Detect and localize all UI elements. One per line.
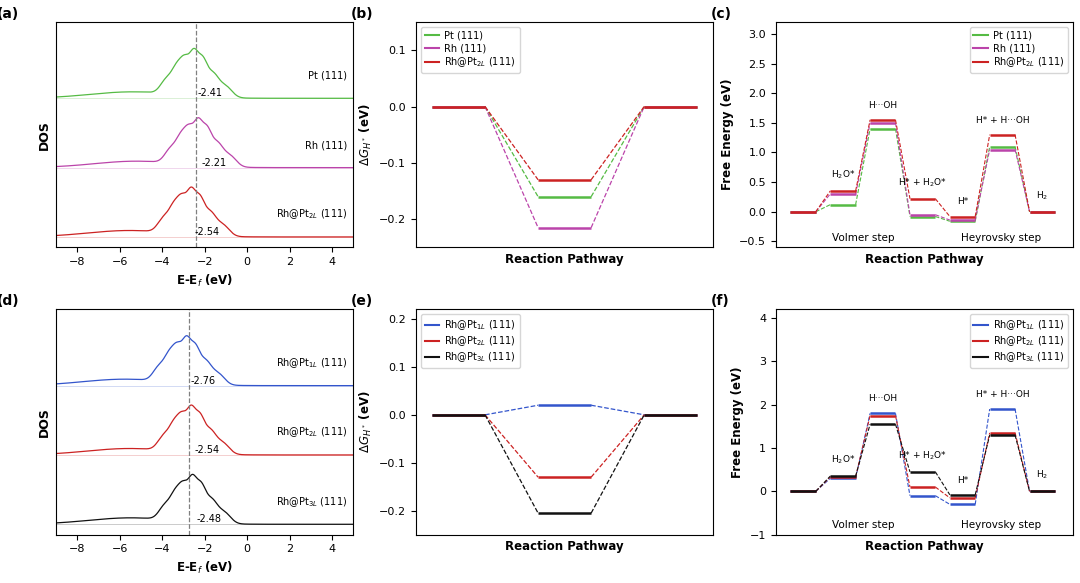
Y-axis label: Free Energy (eV): Free Energy (eV) — [720, 79, 733, 191]
Text: Rh@Pt$_{1L}$ (111): Rh@Pt$_{1L}$ (111) — [275, 356, 347, 370]
Text: (d): (d) — [0, 294, 19, 308]
Text: Volmer step: Volmer step — [832, 233, 894, 243]
X-axis label: Reaction Pathway: Reaction Pathway — [865, 253, 984, 266]
Text: Pt (111): Pt (111) — [308, 71, 347, 81]
Legend: Pt (111), Rh (111), Rh@Pt$_{2L}$ (111): Pt (111), Rh (111), Rh@Pt$_{2L}$ (111) — [421, 27, 519, 73]
Text: H* + H···OH: H* + H···OH — [975, 115, 1029, 125]
Y-axis label: DOS: DOS — [38, 120, 51, 150]
Text: -2.76: -2.76 — [190, 375, 215, 385]
Text: H*: H* — [957, 476, 968, 484]
Text: H*: H* — [957, 198, 968, 206]
Text: H$_2$: H$_2$ — [1036, 189, 1049, 202]
Text: H* + H$_2$O*: H* + H$_2$O* — [899, 176, 947, 188]
Text: (c): (c) — [711, 6, 731, 20]
Text: -2.54: -2.54 — [195, 445, 220, 455]
Y-axis label: $\Delta G_{H^*}$ (eV): $\Delta G_{H^*}$ (eV) — [357, 103, 374, 166]
Text: Rh@Pt$_{3L}$ (111): Rh@Pt$_{3L}$ (111) — [275, 495, 347, 509]
Text: Volmer step: Volmer step — [832, 520, 894, 530]
Y-axis label: Free Energy (eV): Free Energy (eV) — [731, 366, 744, 477]
Text: H* + H$_2$O*: H* + H$_2$O* — [899, 449, 947, 462]
Text: H$_2$O*: H$_2$O* — [831, 168, 855, 181]
Legend: Rh@Pt$_{1L}$ (111), Rh@Pt$_{2L}$ (111), Rh@Pt$_{3L}$ (111): Rh@Pt$_{1L}$ (111), Rh@Pt$_{2L}$ (111), … — [421, 314, 519, 368]
X-axis label: Reaction Pathway: Reaction Pathway — [865, 540, 984, 553]
Text: H$_2$O*: H$_2$O* — [831, 454, 855, 466]
Legend: Rh@Pt$_{1L}$ (111), Rh@Pt$_{2L}$ (111), Rh@Pt$_{3L}$ (111): Rh@Pt$_{1L}$ (111), Rh@Pt$_{2L}$ (111), … — [970, 314, 1068, 368]
Text: Heyrovsky step: Heyrovsky step — [960, 520, 1041, 530]
X-axis label: E-E$_f$ (eV): E-E$_f$ (eV) — [176, 273, 233, 289]
Text: -2.21: -2.21 — [202, 157, 227, 167]
X-axis label: Reaction Pathway: Reaction Pathway — [505, 253, 624, 266]
Text: Heyrovsky step: Heyrovsky step — [960, 233, 1041, 243]
Legend: Pt (111), Rh (111), Rh@Pt$_{2L}$ (111): Pt (111), Rh (111), Rh@Pt$_{2L}$ (111) — [970, 27, 1068, 73]
Text: (b): (b) — [351, 6, 374, 20]
Y-axis label: $\Delta G_{H^*}$ (eV): $\Delta G_{H^*}$ (eV) — [357, 391, 374, 454]
Text: Rh@Pt$_{2L}$ (111): Rh@Pt$_{2L}$ (111) — [275, 426, 347, 440]
Text: (e): (e) — [351, 294, 373, 308]
Text: H···OH: H···OH — [868, 394, 897, 403]
X-axis label: Reaction Pathway: Reaction Pathway — [505, 540, 624, 553]
Text: (f): (f) — [711, 294, 729, 308]
Text: Rh (111): Rh (111) — [305, 140, 347, 150]
Text: H···OH: H···OH — [868, 101, 897, 110]
Text: -2.41: -2.41 — [198, 88, 222, 98]
Text: Rh@Pt$_{2L}$ (111): Rh@Pt$_{2L}$ (111) — [275, 208, 347, 222]
Text: (a): (a) — [0, 6, 19, 20]
Text: H$_2$: H$_2$ — [1036, 469, 1049, 481]
Text: H* + H···OH: H* + H···OH — [975, 390, 1029, 399]
Text: -2.48: -2.48 — [197, 514, 221, 524]
Y-axis label: DOS: DOS — [38, 407, 51, 437]
Text: -2.54: -2.54 — [195, 227, 220, 237]
X-axis label: E-E$_f$ (eV): E-E$_f$ (eV) — [176, 560, 233, 576]
